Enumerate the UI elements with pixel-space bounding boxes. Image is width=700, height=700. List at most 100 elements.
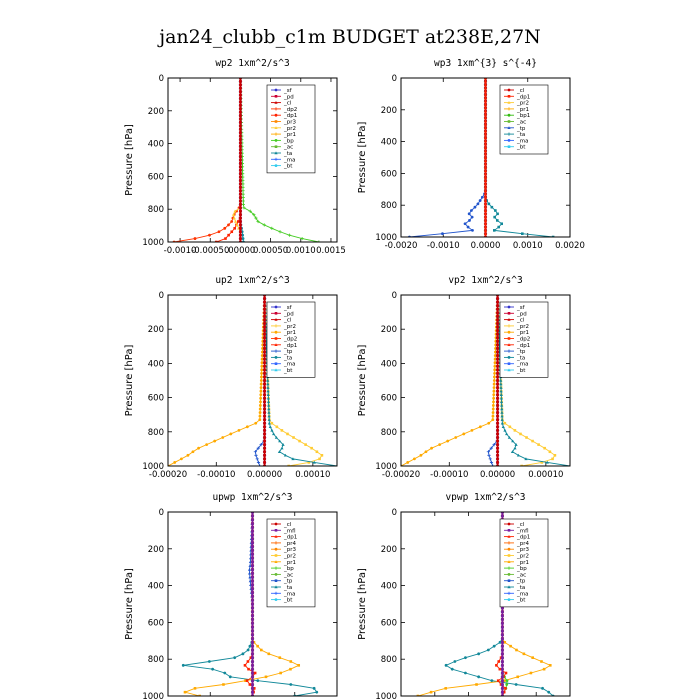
series-point	[473, 205, 477, 209]
series-point	[251, 568, 254, 571]
series-point	[496, 464, 499, 466]
series-point	[239, 209, 242, 213]
legend-entry: _ma	[516, 362, 528, 368]
series-point	[312, 460, 316, 464]
series-point	[239, 179, 242, 182]
series-point	[263, 393, 266, 397]
y-tick-label: 600	[148, 394, 164, 404]
legend-entry: _tp	[283, 579, 293, 585]
series-point	[501, 633, 504, 636]
series-point	[501, 687, 504, 690]
legend-entry: _cl	[516, 318, 525, 324]
series-point	[263, 436, 266, 439]
series-point	[501, 656, 504, 659]
series-point	[263, 461, 266, 464]
series-point	[241, 652, 245, 656]
series-point	[180, 457, 183, 461]
series-point	[266, 396, 271, 400]
series-point	[260, 368, 264, 372]
y-tick-label: 200	[381, 545, 397, 555]
series-point	[278, 230, 282, 234]
series-point	[496, 446, 499, 450]
series-point	[263, 375, 266, 379]
series-point	[501, 629, 504, 633]
series-point	[494, 347, 497, 350]
series-point	[483, 129, 488, 133]
series-point	[483, 155, 488, 159]
legend-marker	[274, 330, 278, 334]
series-point	[501, 648, 504, 652]
series-point	[263, 343, 266, 347]
series-point	[266, 378, 270, 382]
series-point	[491, 414, 495, 418]
y-tick-label: 0	[392, 291, 397, 301]
y-tick-label: 800	[381, 428, 397, 438]
series-point	[205, 443, 209, 447]
legend-marker	[274, 343, 278, 346]
series-cl	[496, 295, 499, 466]
series-point	[267, 414, 271, 418]
series-point	[263, 361, 266, 364]
panel-title: wp2 1xm^2/s^3	[215, 58, 289, 69]
series-point	[263, 418, 266, 421]
series-point	[496, 329, 499, 332]
series-point	[446, 439, 450, 443]
series-point	[501, 671, 504, 675]
legend-entry: _ac	[283, 145, 293, 151]
series-point	[492, 386, 496, 390]
series-point	[496, 450, 499, 454]
legend-marker	[274, 120, 278, 123]
series-point	[496, 340, 499, 343]
legend-marker	[274, 126, 278, 129]
legend-entry: _cl	[283, 318, 292, 324]
series-point	[251, 648, 254, 652]
legend-entry: _sf	[283, 305, 293, 311]
series-point	[496, 443, 499, 446]
legend-entry: _pr3	[516, 547, 530, 553]
series-point	[496, 354, 499, 357]
series-point	[493, 354, 497, 357]
series-point	[272, 432, 276, 436]
series-point	[251, 529, 254, 533]
series-point	[511, 439, 515, 443]
series-point	[252, 687, 256, 690]
series-point	[493, 229, 496, 232]
legend: _sf_pd_cl_pr2_pr1_dp2_dp1_tp_ta_ma_bt	[499, 301, 549, 378]
series-point	[496, 379, 499, 382]
series-point	[247, 567, 252, 571]
series-point	[519, 432, 522, 436]
series-point	[289, 683, 293, 686]
legend-entry: _cl	[516, 522, 525, 528]
series-point	[501, 621, 504, 625]
legend-marker	[507, 541, 511, 545]
series-point	[522, 652, 526, 656]
legend-marker	[274, 522, 278, 526]
series-point	[258, 414, 262, 418]
series-point	[493, 357, 497, 361]
series-point	[499, 378, 503, 382]
panel-title: wp3 1xm^{3} s^{-4}	[434, 58, 537, 69]
series-point	[251, 552, 254, 556]
series-point	[496, 350, 499, 354]
series-point	[229, 432, 233, 436]
series-point	[186, 453, 190, 457]
series-point	[529, 671, 533, 675]
series-point	[263, 443, 266, 446]
legend-marker	[507, 579, 511, 582]
series-point	[173, 461, 177, 464]
plot-frame	[167, 77, 338, 243]
legend-marker	[274, 139, 278, 142]
y-tick-label: 800	[381, 201, 397, 211]
series-point	[239, 168, 242, 172]
series-point	[242, 206, 246, 210]
series-point	[263, 329, 266, 332]
series-point	[496, 315, 499, 318]
series-point	[233, 227, 236, 230]
series-point	[487, 202, 491, 206]
series-point	[213, 439, 217, 443]
series-point	[483, 136, 488, 139]
series-point	[475, 683, 478, 686]
series-point	[463, 222, 467, 226]
series-point	[239, 148, 242, 152]
series-point	[263, 446, 266, 450]
